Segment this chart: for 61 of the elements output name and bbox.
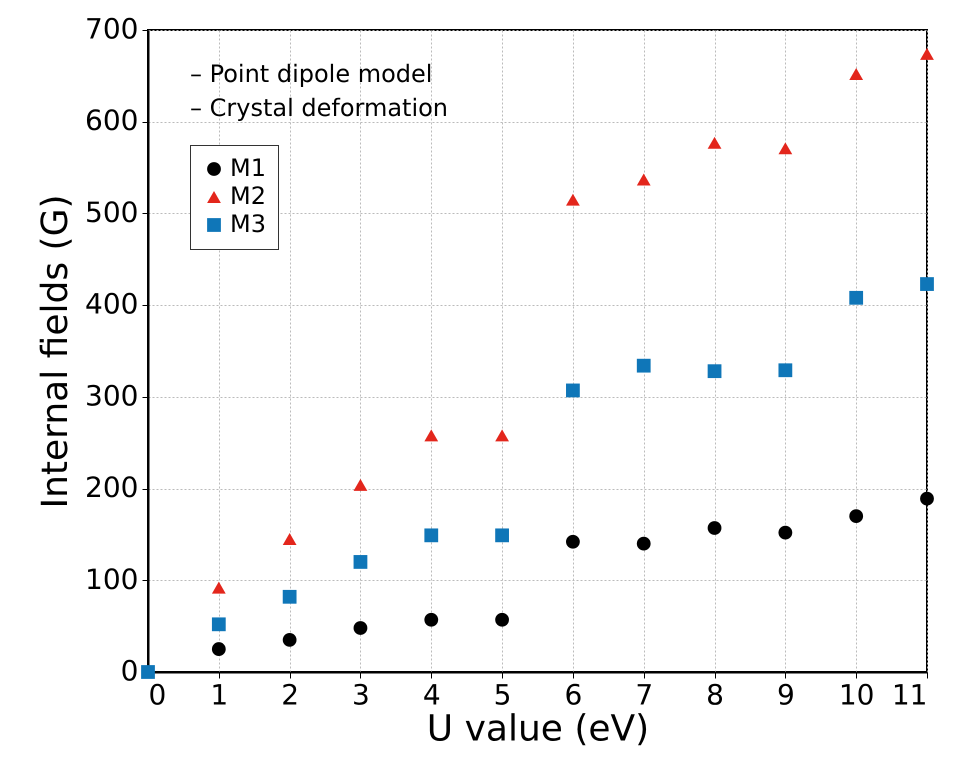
- point: [920, 48, 934, 60]
- point: [495, 528, 509, 542]
- x-tick-label: 5: [494, 678, 512, 712]
- point: [282, 633, 297, 647]
- x-tick-label: 7: [635, 678, 654, 712]
- point: [636, 174, 651, 186]
- point: [708, 136, 722, 149]
- point: [495, 429, 509, 442]
- point: [920, 492, 934, 506]
- legend-label: M3: [230, 210, 266, 238]
- y-tick-label: 500: [85, 196, 138, 229]
- point: [212, 642, 226, 656]
- y-tick-label: 400: [85, 288, 138, 321]
- point: [708, 521, 722, 535]
- y-tick-label: 600: [85, 104, 138, 138]
- point: [636, 358, 651, 373]
- x-tick-label: 9: [776, 678, 795, 712]
- point: [141, 665, 155, 679]
- point: [282, 533, 297, 545]
- annotation: – Crystal deformation: [190, 94, 448, 122]
- legend-label: M1: [230, 154, 266, 182]
- point: [708, 364, 722, 378]
- point: [495, 612, 509, 627]
- point: [424, 612, 438, 627]
- y-tick-label: 0: [120, 654, 138, 688]
- point: [849, 509, 864, 523]
- x-tick-label: 10: [838, 678, 874, 712]
- point: [424, 429, 438, 442]
- x-tick-label: 6: [564, 678, 582, 712]
- point: [566, 534, 580, 549]
- x-tick-label: 0: [148, 678, 166, 712]
- x-tick-label: 3: [352, 678, 370, 712]
- point: [354, 478, 368, 491]
- x-axis-title: U value (eV): [426, 708, 650, 750]
- point: [920, 277, 934, 291]
- point: [354, 555, 368, 569]
- point: [849, 68, 864, 80]
- point: [566, 384, 580, 398]
- y-tick-label: 700: [85, 12, 138, 46]
- y-tick-label: 100: [85, 562, 138, 596]
- point: [778, 526, 792, 540]
- x-tick-label: 11: [892, 678, 928, 712]
- x-tick-label: 4: [422, 678, 441, 712]
- point: [778, 142, 792, 154]
- point: [636, 536, 651, 550]
- y-axis-title: Internal fields (G): [35, 194, 76, 509]
- point: [282, 590, 297, 604]
- point: [778, 363, 792, 378]
- legend-label: M2: [230, 182, 266, 210]
- point: [354, 621, 368, 635]
- point: [424, 528, 438, 542]
- point: [849, 290, 864, 305]
- x-tick-label: 8: [706, 678, 724, 712]
- point: [566, 194, 580, 206]
- x-tick-label: 2: [281, 678, 300, 712]
- point: [212, 617, 226, 632]
- y-tick-label: 300: [85, 379, 138, 412]
- annotation: – Point dipole model: [190, 60, 432, 88]
- x-tick-label: 1: [210, 678, 228, 712]
- point: [212, 582, 226, 594]
- y-tick-label: 200: [85, 471, 138, 504]
